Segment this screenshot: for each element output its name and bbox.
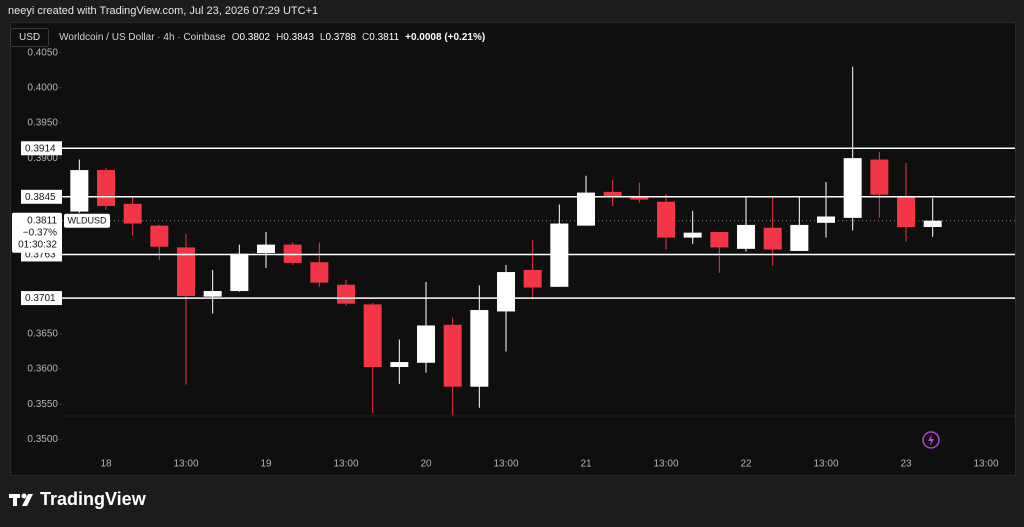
candle-body — [443, 324, 462, 387]
candle-body — [710, 231, 729, 248]
x-tick-label: 13:00 — [653, 459, 678, 470]
brand-logo — [9, 493, 33, 506]
candle-body — [417, 325, 436, 363]
price-label: 0.3763 — [25, 250, 56, 261]
change: +0.0008 (+0.21%) — [405, 32, 486, 43]
x-tick-label: 20 — [420, 459, 432, 470]
x-tick-label: 13:00 — [973, 459, 998, 470]
legend-key: L — [319, 32, 326, 43]
y-tick-label: 0.3500 — [27, 434, 58, 445]
x-tick-label: 13:00 — [813, 459, 838, 470]
price-label-box — [21, 189, 62, 204]
y-tick-label: 0.3650 — [27, 329, 58, 340]
legend-key: H — [276, 32, 284, 43]
candle-body — [577, 192, 596, 226]
legend-value: 0.3811 — [369, 32, 400, 43]
symbol-label: WLDUSD — [67, 216, 107, 226]
candle-body — [843, 158, 862, 218]
x-tick-label: 18 — [100, 459, 112, 470]
price-label-box — [21, 141, 62, 156]
candle-body — [177, 247, 196, 296]
brand: TradingView — [40, 489, 146, 509]
last-price-change: −0.37% — [23, 227, 57, 238]
legend-value: 0.3788 — [325, 32, 357, 43]
y-tick-label: 0.3550 — [27, 399, 58, 410]
x-tick-label: 13:00 — [493, 459, 518, 470]
y-tick-label: 0.3600 — [27, 364, 58, 375]
price-label-box — [21, 291, 62, 306]
x-tick-label: 13:00 — [173, 459, 198, 470]
chart-header: USD Worldcoin / US Dollar · 4h · Coinbas… — [10, 28, 485, 47]
candle-body — [603, 191, 622, 197]
y-tick-label: 0.3900 — [27, 153, 58, 164]
price-label: 0.3914 — [25, 143, 56, 154]
candle-body — [923, 220, 942, 228]
candle-body — [763, 227, 782, 250]
attribution: neeyi created with TradingView.com, Jul … — [8, 5, 319, 17]
currency-button[interactable]: USD — [10, 28, 50, 47]
candle-body — [310, 262, 329, 283]
candle-body — [123, 203, 142, 224]
legend-key: C — [362, 32, 370, 43]
price-label: 0.3701 — [25, 293, 56, 304]
x-tick-label: 13:00 — [333, 459, 358, 470]
legend-value: 0.3802 — [239, 32, 271, 43]
candle-body — [203, 291, 222, 297]
y-tick-label: 0.4000 — [27, 82, 58, 93]
candle-body — [97, 170, 116, 206]
candle-body — [897, 196, 916, 228]
candle-body — [337, 284, 356, 304]
candle-body — [630, 196, 649, 200]
ohlc-legend: O0.3802 H0.3843 L0.3788 C0.3811 — [226, 32, 399, 43]
legend-value: 0.3843 — [283, 32, 314, 43]
candle-body — [817, 216, 836, 223]
candle-body — [497, 272, 516, 312]
y-tick-label: 0.3950 — [27, 118, 58, 129]
alert-icon-bolt — [928, 434, 934, 446]
candle-body — [257, 244, 276, 254]
candle-body — [683, 232, 702, 238]
candle-body — [363, 304, 382, 367]
x-tick-label: 23 — [900, 459, 912, 470]
alert-icon — [922, 431, 940, 449]
chart-title: Worldcoin / US Dollar · 4h · Coinbase — [59, 32, 226, 43]
countdown: 01:30:32 — [18, 239, 57, 250]
symbol-box — [64, 213, 110, 228]
candle-body — [790, 224, 809, 251]
last-price-box — [12, 212, 62, 253]
candle-body — [470, 310, 489, 387]
x-tick-label: 21 — [580, 459, 592, 470]
candle-body — [70, 170, 89, 212]
candle-body — [150, 225, 169, 247]
legend-key: O — [231, 32, 240, 43]
x-tick-label: 22 — [740, 459, 752, 470]
y-tick-label: 0.4050 — [27, 47, 58, 58]
price-label: 0.3845 — [25, 192, 56, 203]
candle-body — [390, 362, 409, 367]
last-price: 0.3811 — [27, 215, 57, 226]
x-tick-label: 19 — [260, 459, 272, 470]
candle-body — [737, 224, 756, 249]
candle-body — [230, 253, 249, 292]
candle-body — [523, 269, 542, 288]
candle-body — [657, 201, 676, 238]
candle-body — [870, 159, 889, 195]
